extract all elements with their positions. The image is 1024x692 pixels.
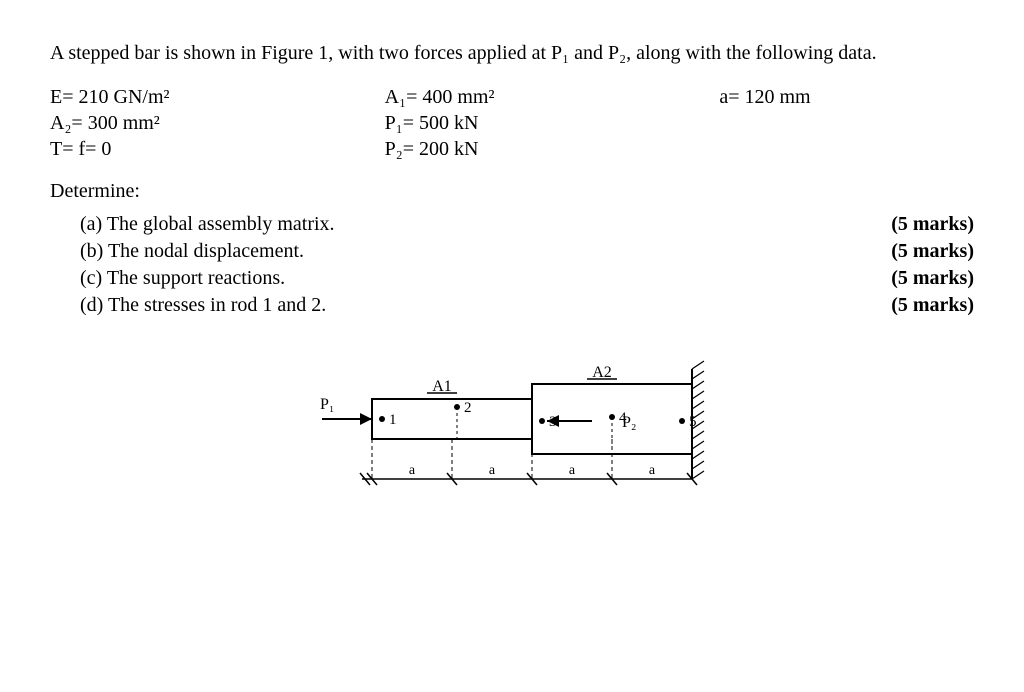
svg-text:4: 4 [619, 410, 627, 426]
svg-text:a: a [649, 463, 656, 478]
question-c-marks: (5 marks) [891, 265, 974, 292]
intro-text: A stepped bar is shown in Figure 1, with… [50, 40, 974, 66]
svg-text:a: a [409, 463, 416, 478]
question-b-marks: (5 marks) [891, 238, 974, 265]
svg-text:A2: A2 [592, 364, 612, 381]
question-d: (d) The stresses in rod 1 and 2. (5 mark… [50, 292, 974, 319]
svg-text:5: 5 [689, 414, 697, 430]
svg-text:2: 2 [464, 400, 472, 416]
question-d-label: (d) The stresses in rod 1 and 2. [80, 292, 326, 319]
data-P1: P₁= 500 kN [385, 110, 640, 136]
svg-text:a: a [489, 463, 496, 478]
question-c-label: (c) The support reactions. [80, 265, 285, 292]
data-P2: P₂= 200 kN [385, 136, 640, 162]
svg-text:a: a [569, 463, 576, 478]
question-b: (b) The nodal displacement. (5 marks) [50, 238, 974, 265]
question-a: (a) The global assembly matrix. (5 marks… [50, 211, 974, 238]
question-d-marks: (5 marks) [891, 292, 974, 319]
question-b-label: (b) The nodal displacement. [80, 238, 304, 265]
data-grid: E= 210 GN/m² A₂= 300 mm² T= f= 0 A₁= 400… [50, 84, 974, 162]
data-E: E= 210 GN/m² [50, 84, 305, 110]
data-A1: A₁= 400 mm² [385, 84, 640, 110]
data-col-2: A₁= 400 mm² P₁= 500 kN P₂= 200 kN [385, 84, 640, 162]
svg-text:1: 1 [389, 412, 397, 428]
data-a: a= 120 mm [719, 84, 974, 110]
figure-1: P₁P₂A1A212345aaaa [50, 349, 974, 525]
data-Tf: T= f= 0 [50, 136, 305, 162]
questions-list: (a) The global assembly matrix. (5 marks… [50, 211, 974, 319]
svg-text:3: 3 [549, 414, 557, 430]
question-c: (c) The support reactions. (5 marks) [50, 265, 974, 292]
data-A2: A₂= 300 mm² [50, 110, 305, 136]
question-a-label: (a) The global assembly matrix. [80, 211, 335, 238]
determine-heading: Determine: [50, 180, 974, 203]
question-a-marks: (5 marks) [891, 211, 974, 238]
stepped-bar-diagram: P₁P₂A1A212345aaaa [282, 349, 742, 519]
svg-text:A1: A1 [432, 378, 452, 395]
svg-text:P₁: P₁ [320, 396, 334, 413]
data-col-1: E= 210 GN/m² A₂= 300 mm² T= f= 0 [50, 84, 305, 162]
data-col-3: a= 120 mm [719, 84, 974, 162]
